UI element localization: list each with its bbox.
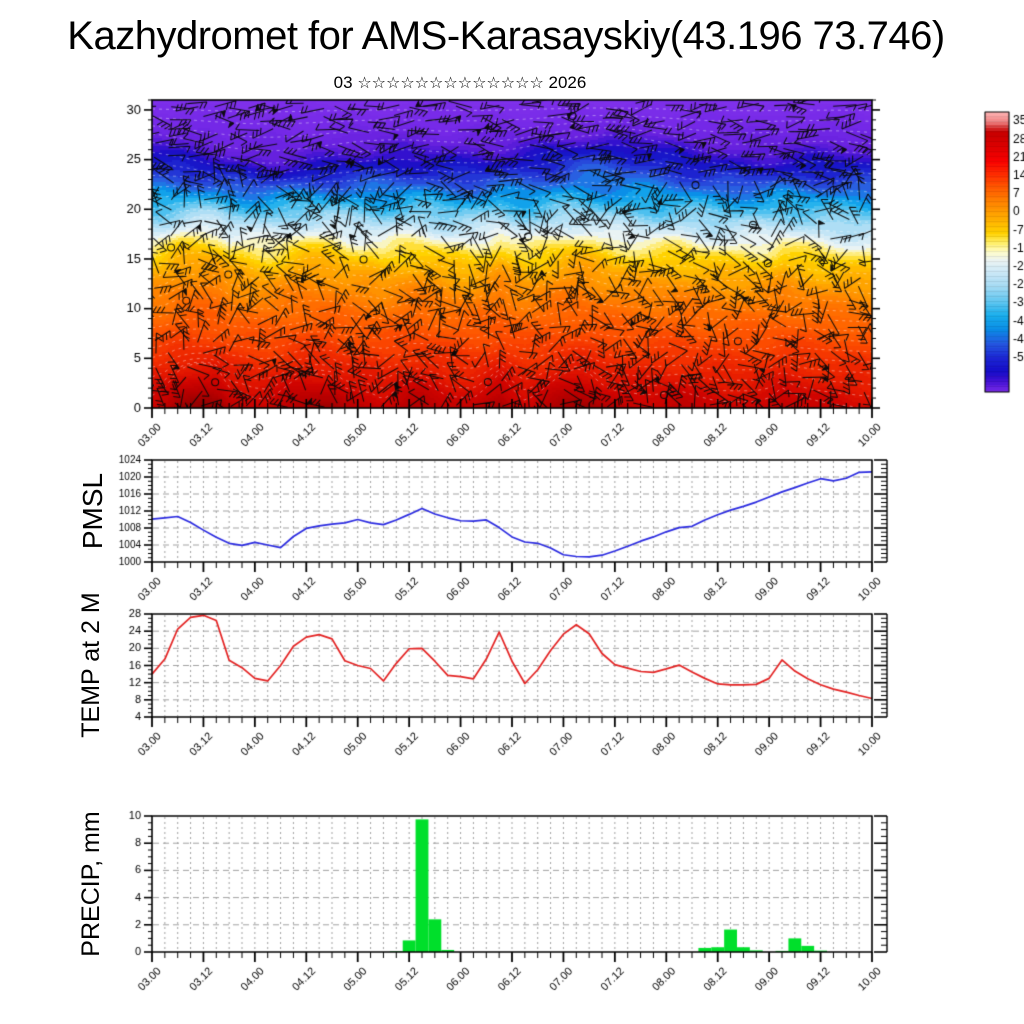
precip-axis-title: PRECIP, mm (77, 811, 105, 957)
subtitle-year: 2026 (548, 73, 587, 92)
date-subtitle: 03 ☆☆☆☆☆☆☆☆☆☆☆☆☆ 2026 (0, 73, 920, 93)
star-row-icon: ☆☆☆☆☆☆☆☆☆☆☆☆☆ (357, 75, 544, 92)
subtitle-month: 03 (333, 73, 353, 92)
page-title: Kazhydromet for AMS-Karasayskiy(43.196 7… (67, 14, 945, 58)
